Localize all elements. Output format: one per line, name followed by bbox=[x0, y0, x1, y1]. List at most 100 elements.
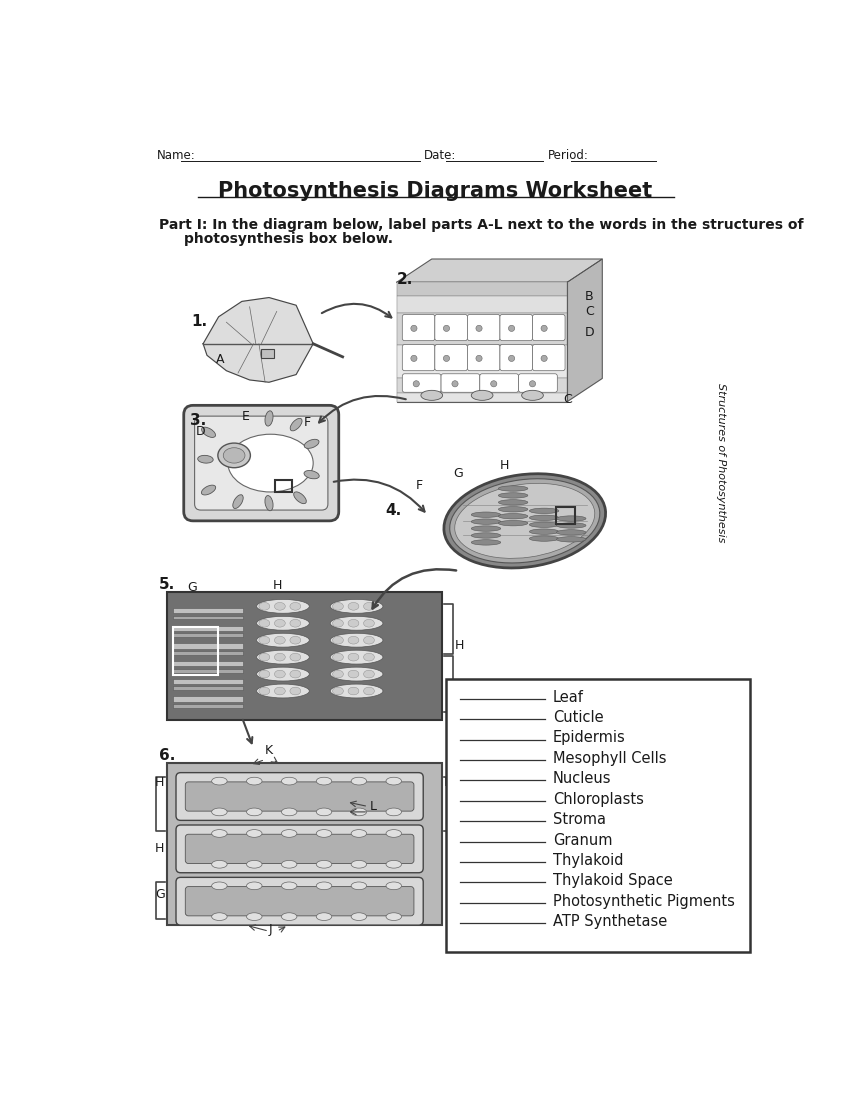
Ellipse shape bbox=[218, 443, 251, 468]
Ellipse shape bbox=[259, 603, 269, 611]
Ellipse shape bbox=[275, 603, 286, 611]
Ellipse shape bbox=[364, 619, 374, 627]
Text: G: G bbox=[188, 581, 197, 594]
Ellipse shape bbox=[471, 526, 501, 531]
Text: Thylakoid: Thylakoid bbox=[552, 852, 623, 868]
Ellipse shape bbox=[259, 688, 269, 695]
Bar bbox=[173, 626, 242, 631]
Text: Stroma: Stroma bbox=[552, 812, 606, 827]
Ellipse shape bbox=[450, 478, 600, 563]
Text: I: I bbox=[445, 777, 448, 790]
Ellipse shape bbox=[444, 474, 605, 568]
Ellipse shape bbox=[212, 882, 227, 890]
Text: Chloroplasts: Chloroplasts bbox=[552, 792, 643, 806]
Ellipse shape bbox=[330, 616, 382, 630]
Bar bbox=[173, 608, 242, 614]
Text: B: B bbox=[585, 290, 594, 303]
Ellipse shape bbox=[351, 778, 366, 785]
Bar bbox=[167, 763, 442, 925]
Bar bbox=[173, 679, 242, 684]
Ellipse shape bbox=[498, 493, 528, 498]
FancyBboxPatch shape bbox=[435, 315, 468, 341]
Ellipse shape bbox=[257, 667, 309, 681]
Text: ATP Synthetase: ATP Synthetase bbox=[552, 914, 667, 929]
Ellipse shape bbox=[246, 860, 262, 868]
Ellipse shape bbox=[471, 390, 493, 400]
Ellipse shape bbox=[201, 427, 216, 438]
Text: 6.: 6. bbox=[159, 748, 175, 762]
Bar bbox=[167, 593, 442, 719]
Ellipse shape bbox=[332, 670, 343, 678]
Polygon shape bbox=[568, 258, 603, 402]
Ellipse shape bbox=[290, 653, 301, 661]
Ellipse shape bbox=[224, 448, 245, 463]
Ellipse shape bbox=[348, 688, 359, 695]
Text: G: G bbox=[155, 888, 165, 901]
Ellipse shape bbox=[455, 483, 595, 559]
FancyBboxPatch shape bbox=[185, 834, 414, 864]
Text: Thylakoid Space: Thylakoid Space bbox=[552, 873, 672, 889]
Polygon shape bbox=[203, 297, 313, 383]
Ellipse shape bbox=[233, 495, 243, 508]
Text: 5.: 5. bbox=[159, 576, 175, 592]
Ellipse shape bbox=[332, 688, 343, 695]
Ellipse shape bbox=[316, 808, 332, 816]
Ellipse shape bbox=[290, 603, 301, 611]
Ellipse shape bbox=[281, 829, 297, 837]
Text: H: H bbox=[155, 777, 164, 790]
Text: Photosynthetic Pigments: Photosynthetic Pigments bbox=[552, 893, 734, 909]
Ellipse shape bbox=[275, 636, 286, 645]
Ellipse shape bbox=[351, 860, 366, 868]
Ellipse shape bbox=[330, 600, 382, 614]
FancyBboxPatch shape bbox=[500, 315, 532, 341]
Text: F: F bbox=[304, 416, 311, 429]
Bar bbox=[173, 644, 242, 649]
Ellipse shape bbox=[246, 882, 262, 890]
Bar bbox=[397, 296, 567, 314]
Circle shape bbox=[490, 381, 497, 387]
Ellipse shape bbox=[351, 882, 366, 890]
FancyBboxPatch shape bbox=[532, 315, 565, 341]
Ellipse shape bbox=[557, 530, 586, 535]
Text: H: H bbox=[273, 580, 282, 593]
Text: D: D bbox=[196, 425, 205, 438]
FancyBboxPatch shape bbox=[518, 374, 558, 393]
Circle shape bbox=[411, 355, 417, 362]
Ellipse shape bbox=[330, 667, 382, 681]
Ellipse shape bbox=[257, 616, 309, 630]
Circle shape bbox=[508, 326, 514, 331]
FancyBboxPatch shape bbox=[468, 315, 500, 341]
Ellipse shape bbox=[290, 619, 301, 627]
Text: L: L bbox=[370, 800, 377, 813]
Ellipse shape bbox=[530, 515, 558, 520]
Circle shape bbox=[476, 326, 482, 331]
FancyBboxPatch shape bbox=[176, 772, 423, 821]
Bar bbox=[397, 282, 567, 296]
Ellipse shape bbox=[498, 499, 528, 505]
Text: Leaf: Leaf bbox=[552, 690, 583, 705]
Bar bbox=[173, 686, 242, 691]
Circle shape bbox=[541, 326, 547, 331]
Ellipse shape bbox=[212, 808, 227, 816]
Bar bbox=[397, 393, 567, 402]
Ellipse shape bbox=[364, 636, 374, 645]
Text: Nucleus: Nucleus bbox=[552, 771, 611, 786]
Ellipse shape bbox=[530, 508, 558, 514]
Ellipse shape bbox=[259, 619, 269, 627]
Text: E: E bbox=[242, 410, 250, 424]
Ellipse shape bbox=[294, 492, 306, 504]
Ellipse shape bbox=[257, 684, 309, 699]
Bar bbox=[397, 377, 567, 393]
FancyBboxPatch shape bbox=[402, 374, 441, 393]
Text: 2.: 2. bbox=[397, 272, 413, 287]
Ellipse shape bbox=[281, 778, 297, 785]
Ellipse shape bbox=[246, 778, 262, 785]
Ellipse shape bbox=[257, 600, 309, 614]
Bar bbox=[397, 282, 567, 402]
Ellipse shape bbox=[348, 603, 359, 611]
Text: J: J bbox=[269, 923, 273, 936]
Ellipse shape bbox=[386, 913, 401, 921]
Ellipse shape bbox=[364, 653, 374, 661]
Ellipse shape bbox=[530, 536, 558, 541]
Ellipse shape bbox=[471, 540, 501, 546]
